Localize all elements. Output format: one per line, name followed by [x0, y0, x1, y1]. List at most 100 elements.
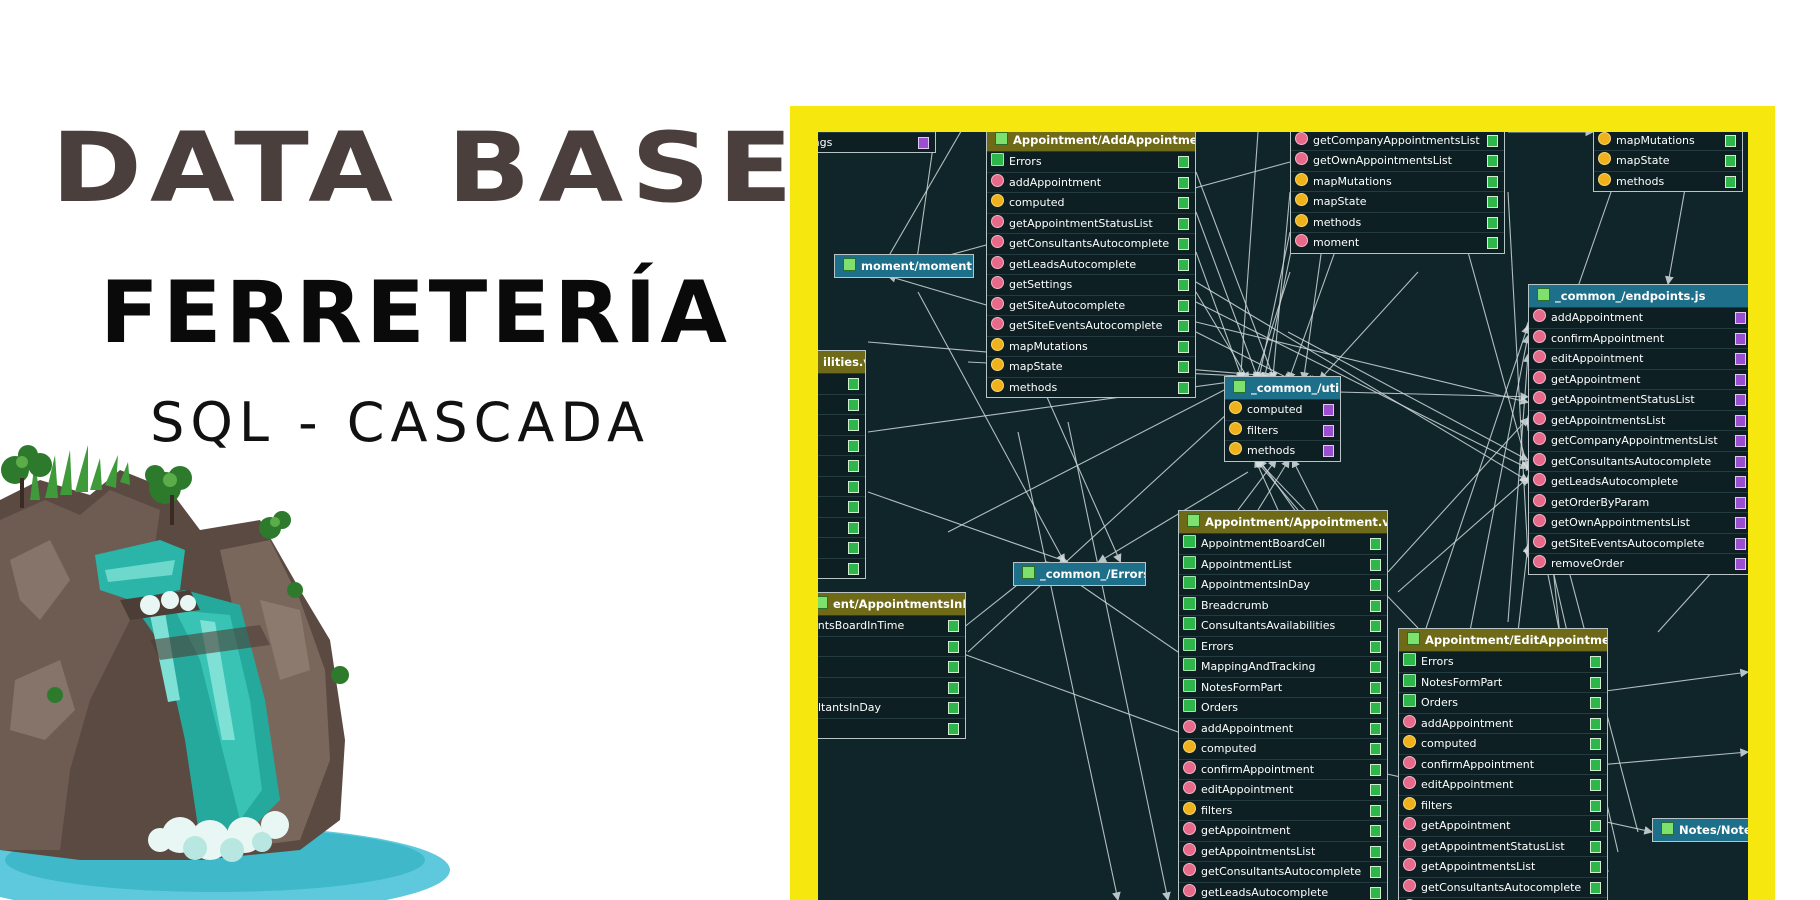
- uml-class-box[interactable]: getAppointmentsListgetCompanyAppointment…: [1290, 132, 1505, 254]
- connector-port-icon: [1735, 312, 1746, 324]
- method-icon: [991, 276, 1004, 289]
- connector-port-icon: [1735, 476, 1746, 488]
- dependency-line: [1598, 672, 1748, 692]
- dependency-line: [1398, 478, 1528, 592]
- uml-member-row: methods: [1225, 440, 1340, 461]
- connector-port-icon: [1487, 237, 1498, 249]
- uml-member-row: [818, 455, 865, 476]
- uml-member-row: [818, 414, 865, 435]
- method-icon: [991, 235, 1004, 248]
- uml-member-row: editAppointment: [1179, 779, 1387, 800]
- uml-member-name: ttings: [818, 136, 832, 149]
- connector-port-icon: [848, 481, 859, 493]
- method-icon: [1533, 350, 1546, 363]
- uml-member-row: NotesFormPart: [1399, 672, 1607, 693]
- property-icon: [1295, 173, 1308, 186]
- uml-class-box[interactable]: _common_/Errors.js: [1013, 562, 1146, 586]
- uml-member-name: getSiteAutocomplete: [1009, 299, 1125, 312]
- method-icon: [1183, 863, 1196, 876]
- uml-member-name: filters: [1201, 804, 1232, 817]
- dependency-line: [868, 492, 1068, 562]
- uml-member-row: getOwnAppointmentsList: [1529, 512, 1748, 533]
- uml-class-title-text: Appointment/AddAppointment.vue: [1013, 133, 1195, 147]
- uml-member-row: NotesFormPart: [1179, 677, 1387, 698]
- method-icon: [1403, 817, 1416, 830]
- connector-port-icon: [1590, 677, 1601, 689]
- uml-member-row: getCompanyAppointmentsList: [1529, 430, 1748, 451]
- connector-port-icon: [1370, 887, 1381, 899]
- uml-member-name: mapState: [1313, 195, 1367, 208]
- uml-class-box[interactable]: ilities.vue: [818, 350, 866, 579]
- uml-member-name: getLeadsAutocomplete: [1551, 475, 1678, 488]
- property-icon: [1229, 422, 1242, 435]
- uml-member-name: getSiteEventsAutocomplete: [1009, 319, 1162, 332]
- connector-port-icon: [1735, 456, 1746, 468]
- uml-member-name: editAppointment: [1421, 778, 1513, 791]
- connector-port-icon: [1178, 259, 1189, 271]
- connector-port-icon: [948, 702, 959, 714]
- uml-class-box[interactable]: Appointment/EditAppointment.vue Errors Not…: [1398, 628, 1608, 900]
- uml-class-box[interactable]: confirmAppointmentmapMutationsmapStateme…: [1593, 132, 1743, 192]
- dependency-line: [1255, 460, 1278, 511]
- method-icon: [1533, 432, 1546, 445]
- class-icon: [1661, 822, 1674, 835]
- uml-member-row: getAppointmentsList: [1399, 856, 1607, 877]
- connector-port-icon: [1590, 800, 1601, 812]
- uml-member-row: confirmAppointment: [1179, 759, 1387, 780]
- uml-member-row: getAppointmentStatusList: [1529, 389, 1748, 410]
- connector-port-icon: [1370, 825, 1381, 837]
- uml-member-name: getConsultantsAutocomplete: [1551, 455, 1711, 468]
- uml-member-name: getAppointment: [1421, 819, 1510, 832]
- uml-member-row: getSiteAutocomplete: [987, 295, 1195, 316]
- uml-member-name: NotesFormPart: [1201, 681, 1282, 694]
- connector-port-icon: [848, 419, 859, 431]
- uml-member-name: computed: [1201, 742, 1257, 755]
- method-icon: [1533, 453, 1546, 466]
- class-icon: [1233, 380, 1246, 393]
- uml-class-box[interactable]: Notes/Notes: [1652, 818, 1748, 842]
- uml-member-row: computed: [1399, 733, 1607, 754]
- uml-member-name: getOwnAppointmentsList: [1551, 516, 1690, 529]
- subtitle: FERRETERÍA: [100, 270, 680, 356]
- property-icon: [1295, 214, 1308, 227]
- uml-class-title: moment/moment.d.ts: [835, 255, 973, 277]
- uml-class-box[interactable]: Appointment/AddAppointment.vue Errors addA…: [986, 132, 1196, 398]
- dependency-line: [1273, 192, 1290, 380]
- component-icon: [1403, 674, 1416, 687]
- uml-class-box[interactable]: ultantsInDayttings: [818, 132, 936, 153]
- uml-member-name: getConsultantsAutocomplete: [1421, 881, 1581, 894]
- uml-member-row: addAppointment: [1399, 713, 1607, 734]
- uml-member-row: methods: [1291, 212, 1504, 233]
- uml-member-row: moment: [1291, 232, 1504, 253]
- uml-class-box[interactable]: ent/AppointmentsInDay.vue entsBoardInTime…: [818, 592, 966, 739]
- uml-member-row: Errors: [1179, 636, 1387, 657]
- connector-port-icon: [1590, 861, 1601, 873]
- connector-port-icon: [1590, 841, 1601, 853]
- uml-class-box[interactable]: Appointment/Appointment.vue AppointmentBo…: [1178, 510, 1388, 900]
- uml-class-title-text: ilities.vue: [823, 355, 865, 369]
- connector-port-icon: [1735, 333, 1746, 345]
- connector-port-icon: [1370, 743, 1381, 755]
- uml-member-name: moment: [1313, 236, 1359, 249]
- uml-member-row: getAppointmentStatusList: [987, 213, 1195, 234]
- uml-member-row: addAppointment: [1179, 718, 1387, 739]
- connector-port-icon: [1735, 497, 1746, 509]
- uml-class-box[interactable]: _common_/endpoints.js addAppointment confi…: [1528, 284, 1748, 575]
- component-icon: [1183, 597, 1196, 610]
- waterfall-illustration: [0, 440, 450, 900]
- property-icon: [1598, 152, 1611, 165]
- uml-class-box[interactable]: moment/moment.d.ts: [834, 254, 974, 278]
- uml-member-row: getAppointmentsList: [1529, 410, 1748, 431]
- class-icon: [1187, 514, 1200, 527]
- uml-member-row: methods: [987, 377, 1195, 398]
- connector-port-icon: [1487, 196, 1498, 208]
- uml-member-name: computed: [1009, 196, 1065, 209]
- uml-member-name: getAppointment: [1551, 373, 1640, 386]
- uml-member-name: getAppointment: [1201, 824, 1290, 837]
- uml-member-name: NotesFormPart: [1421, 676, 1502, 689]
- connector-port-icon: [1370, 579, 1381, 591]
- method-icon: [1533, 535, 1546, 548]
- dependency-line: [1196, 212, 1258, 380]
- class-icon: [843, 258, 856, 271]
- uml-class-box[interactable]: _common_/util.js computed filters methods: [1224, 376, 1341, 462]
